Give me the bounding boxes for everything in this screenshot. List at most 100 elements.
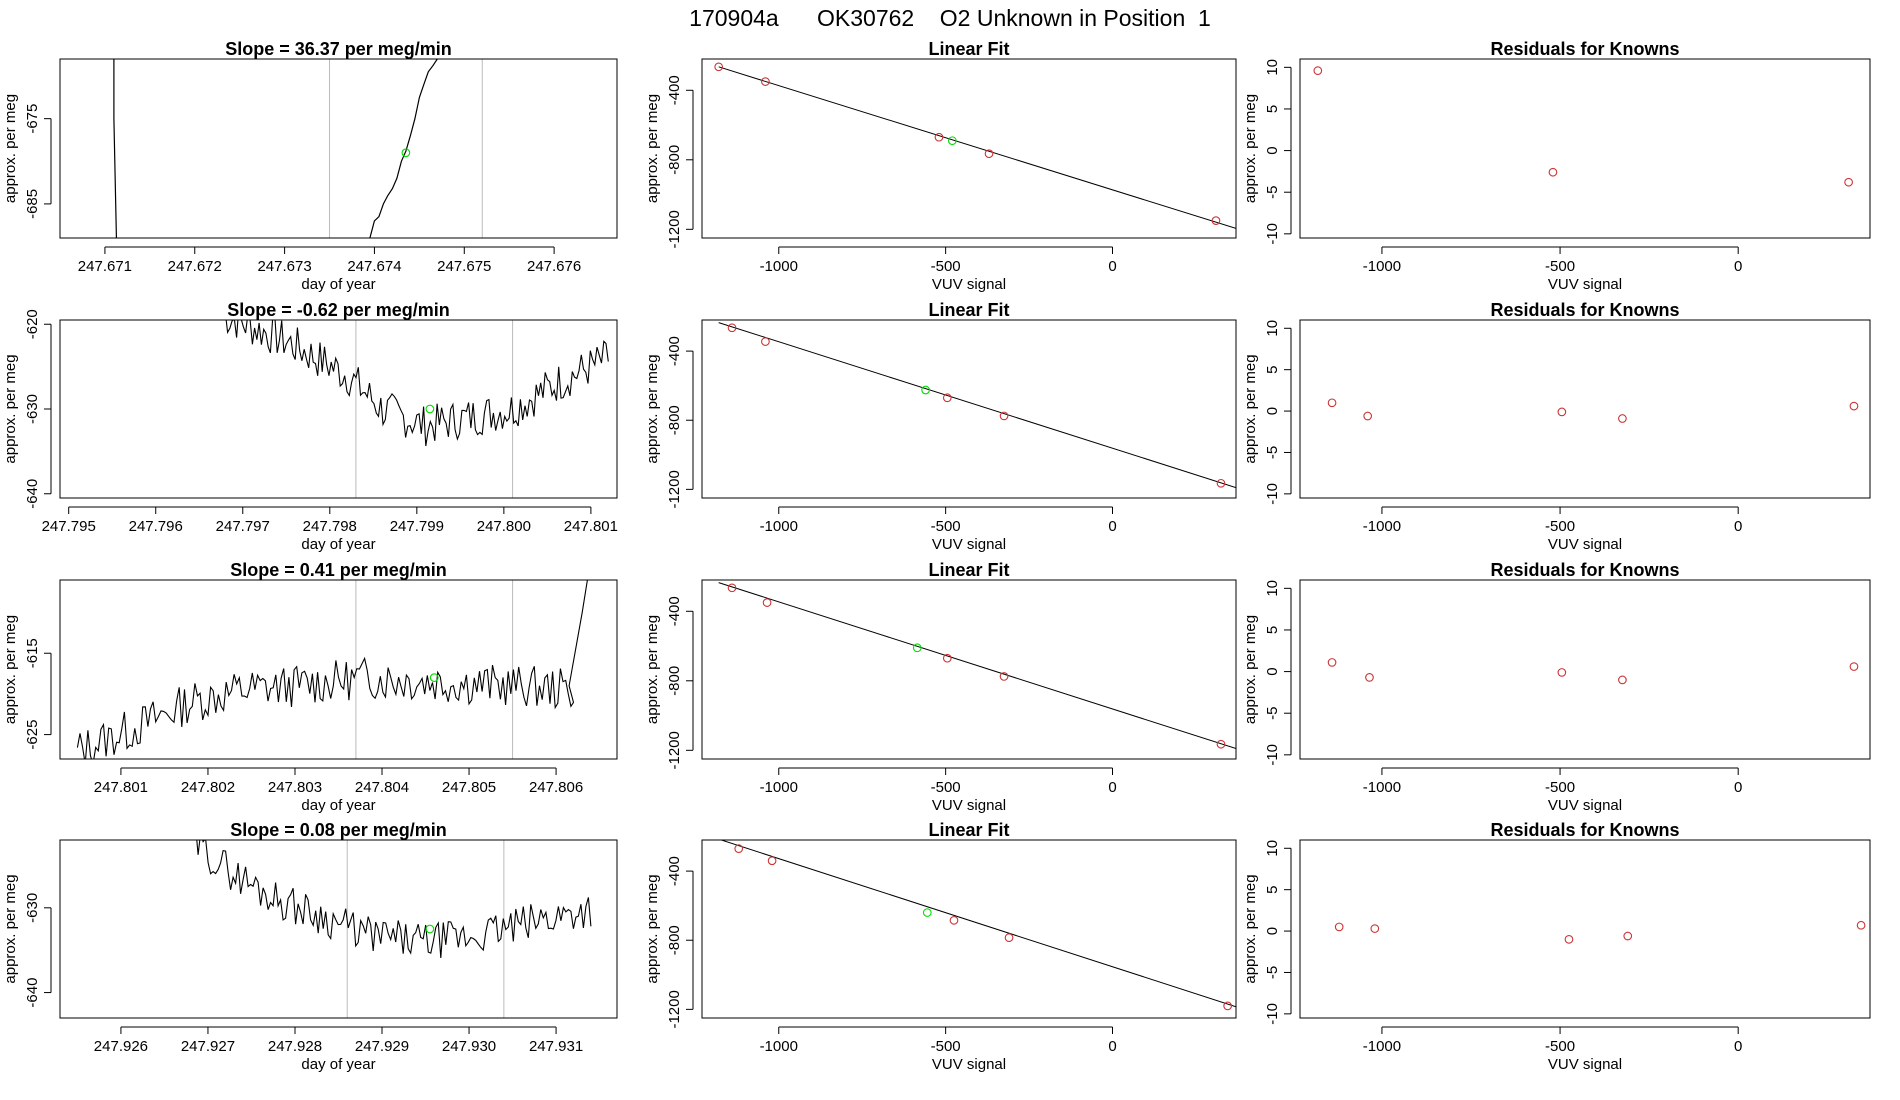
y-tick-label: -400 [666,336,683,366]
unknown-point [425,404,435,414]
chart-fit-row-4: Linear Fit -1000 -500 0 VUV signal -400 -800 -1… [644,820,1237,1073]
plot-frame [59,839,618,1019]
plot-frame [59,319,618,499]
x-axis-label: VUV signal [932,1056,1006,1073]
known-point [1223,1001,1233,1011]
plot-frame [701,839,1237,1019]
known-point [934,132,944,142]
chart-title: Linear Fit [928,39,1009,59]
x-tick-label: 247.675 [437,258,491,275]
x-tick-label: -1000 [1363,258,1401,275]
unknown-point [921,385,930,395]
known-point [949,916,959,925]
fit-line [718,322,1236,489]
x-tick-label: -1000 [760,779,798,796]
known-point [1334,922,1344,932]
plot-frame [1299,319,1871,499]
y-tick-label: -640 [24,479,41,509]
x-tick-label: -500 [931,258,961,275]
chart-fit-row-2: Linear Fit -1000 -500 0 VUV signal -400 -800 -1… [644,300,1237,553]
y-tick-label: 0 [1264,667,1281,675]
y-tick-label: -630 [24,893,41,923]
chart-title: Residuals for Knowns [1490,300,1679,320]
x-tick-label: 0 [1734,518,1742,535]
known-point [1618,414,1627,423]
y-tick-label: -800 [666,666,683,696]
known-point [999,672,1009,681]
chart-trace-row-3: Slope = 0.41 per meg/min 247.801 247.802 24… [2,560,618,814]
known-point [714,62,724,72]
x-tick-label: 247.676 [527,258,581,275]
known-point [727,323,737,333]
unknown-point [947,136,957,146]
x-tick-label: -500 [931,518,961,535]
x-axis-label: VUV signal [1548,1056,1622,1073]
x-tick-label: 247.927 [181,1038,235,1055]
x-tick-label: -500 [931,779,961,796]
known-point [1216,478,1226,488]
y-axis-label: approx. per meg [644,615,661,724]
y-axis-label: approx. per meg [1242,874,1259,983]
y-tick-label: -10 [1264,483,1281,505]
chart-fit-row-3: Linear Fit -1000 -500 0 VUV signal -400 -800 -1… [644,560,1237,814]
known-point [1370,924,1380,933]
x-axis-label: VUV signal [1548,536,1622,553]
x-tick-label: 247.671 [78,258,132,275]
y-tick-label: -630 [24,394,41,424]
x-tick-label: 247.797 [216,518,270,535]
fit-line [718,582,1236,750]
x-tick-label: -1000 [1363,518,1401,535]
known-point [727,583,737,593]
x-tick-label: -500 [1545,779,1575,796]
x-tick-label: -1000 [760,1038,798,1055]
x-axis-label: VUV signal [932,536,1006,553]
x-tick-label: 247.930 [442,1038,496,1055]
x-tick-label: 247.803 [268,779,322,796]
x-tick-label: 0 [1108,518,1116,535]
plot-frame [59,579,618,760]
y-axis-label: approx. per meg [2,94,19,203]
known-point [942,653,952,663]
known-point [734,844,744,853]
y-tick-label: -5 [1264,966,1281,979]
x-tick-label: -500 [1545,518,1575,535]
y-tick-label: -1200 [666,990,683,1028]
known-point [1618,675,1627,685]
known-point [1849,401,1859,411]
plot-frame [1299,58,1871,239]
chart-trace-row-1: Slope = 36.37 per meg/min 247.671 247.672 2… [2,39,618,293]
fit-line [719,840,1236,1008]
x-tick-label: 0 [1734,258,1742,275]
x-tick-label: 247.673 [257,258,311,275]
x-tick-label: 247.931 [529,1038,583,1055]
chart-title: Linear Fit [928,560,1009,580]
x-tick-label: 0 [1108,258,1116,275]
y-tick-label: -1200 [666,210,683,248]
plot-area [1327,398,1859,423]
chart-title: Slope = 0.41 per meg/min [230,560,447,580]
chart-title: Residuals for Knowns [1490,820,1679,840]
y-axis-label: approx. per meg [1242,354,1259,463]
trace-line [76,580,588,759]
x-tick-label: -500 [1545,258,1575,275]
chart-resid-row-1: Residuals for Knowns -1000 -500 0 VUV signal… [1242,39,1871,293]
y-tick-label: -10 [1264,223,1281,245]
x-tick-label: 247.804 [355,779,409,796]
y-tick-label: 5 [1264,886,1281,894]
x-tick-label: -1000 [1363,779,1401,796]
known-point [762,598,772,607]
y-axis-label: approx. per meg [1242,615,1259,724]
y-axis-label: approx. per meg [1242,94,1259,203]
y-tick-label: -615 [24,638,41,668]
plot-frame [1299,579,1871,760]
unknown-point [429,673,439,682]
known-point [1557,668,1567,677]
y-tick-label: -625 [24,720,41,750]
chart-trace-row-4: Slope = 0.08 per meg/min 247.926 247.927 24… [2,820,618,1073]
y-tick-label: -400 [666,75,683,105]
fit-line [718,66,1236,229]
y-tick-label: -10 [1264,1003,1281,1025]
x-tick-label: 0 [1108,1038,1116,1055]
known-point [1216,739,1226,749]
y-tick-label: -1200 [666,470,683,508]
